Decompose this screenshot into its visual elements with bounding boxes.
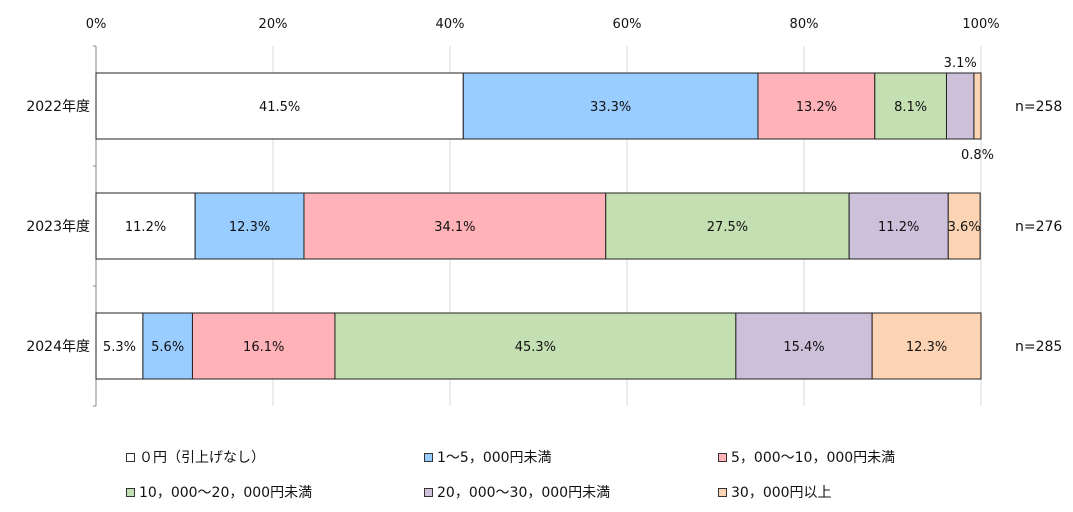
legend-item: 1～5，000円未満	[424, 447, 552, 467]
stacked-bar-chart: 0% 20% 40% 60% 80% 100% 2022年度 n=258 41.5% 33.3% 1…	[26, 17, 1062, 407]
legend-item: 30，000円以上	[718, 482, 832, 502]
legend-item: 5，000～10，000円未満	[718, 447, 895, 467]
sample-size-label: n=258	[1015, 99, 1062, 115]
data-label: 3.6%	[948, 220, 981, 235]
data-label: 11.2%	[125, 220, 166, 235]
data-label: 13.2%	[796, 100, 837, 115]
legend-item: 10，000～20，000円未満	[126, 482, 312, 502]
bar-segment	[334, 312, 737, 380]
bar-segment	[194, 192, 305, 260]
sample-size-label: n=285	[1015, 339, 1062, 355]
data-label: 45.3%	[515, 340, 556, 355]
x-tick-label: 80%	[790, 17, 819, 32]
legend-swatch	[718, 487, 727, 497]
x-tick-label: 100%	[962, 17, 999, 32]
data-label: 5.6%	[151, 340, 184, 355]
data-label: 12.3%	[906, 340, 947, 355]
legend-item: 20，000～30，000円未満	[424, 482, 610, 502]
bar-segment	[735, 312, 873, 380]
bar-segment	[945, 72, 975, 140]
legend-swatch	[718, 452, 727, 462]
bar-segment	[462, 72, 759, 140]
data-label: 0.8%	[961, 148, 994, 163]
bar-segment	[947, 192, 981, 260]
bar-segment	[95, 192, 196, 260]
legend-label: ０円（引上げなし）	[139, 450, 265, 466]
data-label: 27.5%	[707, 220, 748, 235]
category-label: 2022年度	[26, 99, 90, 115]
legend-swatch	[424, 487, 433, 497]
data-label: 5.3%	[103, 340, 136, 355]
category-label: 2024年度	[26, 339, 90, 355]
data-label: 8.1%	[894, 100, 927, 115]
legend-label: 10，000～20，000円未満	[139, 485, 313, 501]
category-label: 2023年度	[26, 219, 90, 235]
data-label: 16.1%	[243, 340, 284, 355]
legend-label: 5，000～10，000円未満	[731, 450, 896, 466]
bar-segment	[303, 192, 607, 260]
bar-segment	[95, 312, 144, 380]
legend-item: ０円（引上げなし）	[126, 447, 265, 467]
bar-segment	[871, 312, 982, 380]
legend-label: 30，000円以上	[731, 485, 832, 501]
data-label: 12.3%	[229, 220, 270, 235]
data-label: 3.1%	[944, 56, 977, 71]
bar-segment	[142, 312, 193, 380]
data-label: 41.5%	[259, 100, 300, 115]
bar-segment	[605, 192, 850, 260]
x-tick-label: 40%	[436, 17, 465, 32]
legend-label: 1～5，000円未満	[437, 450, 552, 466]
legend-swatch	[424, 452, 433, 462]
legend: ０円（引上げなし） 1～5，000円未満 5，000～10，000円未満 10，…	[120, 447, 1020, 507]
x-tick-label: 60%	[613, 17, 642, 32]
bar-segment	[874, 72, 947, 140]
data-label: 33.3%	[590, 100, 631, 115]
bar-segment	[757, 72, 876, 140]
legend-label: 20，000～30，000円未満	[437, 485, 611, 501]
data-label: 11.2%	[878, 220, 919, 235]
bar-segment	[848, 192, 949, 260]
sample-size-label: n=276	[1015, 219, 1062, 235]
legend-swatch	[126, 452, 135, 462]
bar-segment	[191, 312, 336, 380]
bar-segment	[973, 72, 982, 140]
x-tick-label: 20%	[259, 17, 288, 32]
x-tick-label: 0%	[86, 17, 107, 32]
data-label: 34.1%	[434, 220, 475, 235]
legend-swatch	[126, 487, 135, 497]
data-label: 15.4%	[783, 340, 824, 355]
